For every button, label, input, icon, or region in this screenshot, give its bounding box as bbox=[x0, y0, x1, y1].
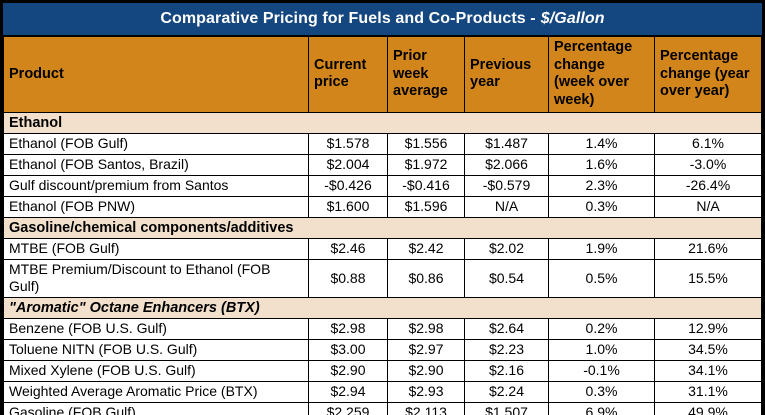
value-cell: $2.90 bbox=[308, 359, 388, 382]
value-cell: 34.5% bbox=[654, 338, 762, 361]
column-header-percentage-change-week-over-week: Percentage change (week over week) bbox=[548, 36, 655, 113]
product-cell: Gasoline (FOB Gulf) bbox=[3, 401, 309, 415]
value-cell: $2.98 bbox=[308, 317, 388, 340]
column-header-previous-year: Previous year bbox=[464, 36, 549, 113]
table-row-benzene-fob-u-s-gulf: Benzene (FOB U.S. Gulf) $2.98 $2.98 $2.64 0.… bbox=[3, 317, 762, 340]
value-cell: 21.6% bbox=[654, 237, 762, 260]
table-row-gasoline-fob-gulf: Gasoline (FOB Gulf) $2.259 $2.113 $1.507 6.9… bbox=[3, 401, 762, 415]
value-cell: 0.3% bbox=[548, 195, 655, 218]
value-cell: $1.972 bbox=[387, 153, 465, 176]
product-cell: Ethanol (FOB PNW) bbox=[3, 195, 309, 218]
value-cell: $0.88 bbox=[308, 258, 388, 298]
value-cell: $1.487 bbox=[464, 132, 549, 155]
section-row-ethanol: Ethanol bbox=[3, 111, 762, 134]
value-cell: 1.0% bbox=[548, 338, 655, 361]
table-row-toluene-nitn-fob-u-s-gulf: Toluene NITN (FOB U.S. Gulf) $3.00 $2.97 $2… bbox=[3, 338, 762, 361]
value-cell: $2.066 bbox=[464, 153, 549, 176]
value-cell: $2.259 bbox=[308, 401, 388, 415]
section-header-label: Ethanol bbox=[3, 111, 762, 134]
value-cell: $1.578 bbox=[308, 132, 388, 155]
table-row-mixed-xylene-fob-u-s-gulf: Mixed Xylene (FOB U.S. Gulf) $2.90 $2.90 $2… bbox=[3, 359, 762, 382]
value-cell: 31.1% bbox=[654, 380, 762, 403]
value-cell: $2.64 bbox=[464, 317, 549, 340]
value-cell: 0.2% bbox=[548, 317, 655, 340]
value-cell: $2.94 bbox=[308, 380, 388, 403]
value-cell: $2.93 bbox=[387, 380, 465, 403]
value-cell: $2.23 bbox=[464, 338, 549, 361]
value-cell: 0.5% bbox=[548, 258, 655, 298]
value-cell: $0.54 bbox=[464, 258, 549, 298]
value-cell: 34.1% bbox=[654, 359, 762, 382]
product-cell: Weighted Average Aromatic Price (BTX) bbox=[3, 380, 309, 403]
value-cell: $2.46 bbox=[308, 237, 388, 260]
section-row-aromatic-octane-enhancers-btx: "Aromatic" Octane Enhancers (BTX) bbox=[3, 296, 762, 319]
value-cell: 1.4% bbox=[548, 132, 655, 155]
value-cell: -$0.416 bbox=[387, 174, 465, 197]
value-cell: $2.42 bbox=[387, 237, 465, 260]
table-title-unit: $/Gallon bbox=[540, 10, 605, 27]
product-cell: Mixed Xylene (FOB U.S. Gulf) bbox=[3, 359, 309, 382]
table-row-weighted-average-aromatic-price-btx: Weighted Average Aromatic Price (BTX) $2.… bbox=[3, 380, 762, 403]
value-cell: $2.02 bbox=[464, 237, 549, 260]
product-cell: Ethanol (FOB Santos, Brazil) bbox=[3, 153, 309, 176]
column-header-prior-week-average: Prior week average bbox=[387, 36, 465, 113]
column-header-product: Product bbox=[3, 36, 309, 113]
column-header-current-price: Current price bbox=[308, 36, 388, 113]
table-row-gulf-discount-premium-from-santos: Gulf discount/premium from Santos -$0.426… bbox=[3, 174, 762, 197]
value-cell: $0.86 bbox=[387, 258, 465, 298]
value-cell: $2.24 bbox=[464, 380, 549, 403]
value-cell: $1.596 bbox=[387, 195, 465, 218]
value-cell: $2.98 bbox=[387, 317, 465, 340]
value-cell: $3.00 bbox=[308, 338, 388, 361]
section-header-label: Gasoline/chemical components/additives bbox=[3, 216, 762, 239]
product-cell: Toluene NITN (FOB U.S. Gulf) bbox=[3, 338, 309, 361]
section-row-gasoline-chemical-components-additives: Gasoline/chemical components/additives bbox=[3, 216, 762, 239]
value-cell: N/A bbox=[464, 195, 549, 218]
table-title-bar: Comparative Pricing for Fuels and Co-Pro… bbox=[3, 3, 762, 36]
table-row-mtbe-premium-discount-to-ethanol-fob-gulf: MTBE Premium/Discount to Ethanol (FOB Gu… bbox=[3, 258, 762, 298]
value-cell: 0.3% bbox=[548, 380, 655, 403]
value-cell: $1.507 bbox=[464, 401, 549, 415]
section-header-label: "Aromatic" Octane Enhancers (BTX) bbox=[3, 296, 762, 319]
value-cell: 1.9% bbox=[548, 237, 655, 260]
value-cell: $2.113 bbox=[387, 401, 465, 415]
value-cell: 6.9% bbox=[548, 401, 655, 415]
pricing-grid: Product Current price Prior week average Pr… bbox=[3, 36, 762, 415]
product-cell: Benzene (FOB U.S. Gulf) bbox=[3, 317, 309, 340]
product-cell: MTBE Premium/Discount to Ethanol (FOB Gu… bbox=[3, 258, 309, 298]
value-cell: $2.90 bbox=[387, 359, 465, 382]
value-cell: -$0.426 bbox=[308, 174, 388, 197]
value-cell: -26.4% bbox=[654, 174, 762, 197]
value-cell: -0.1% bbox=[548, 359, 655, 382]
value-cell: $1.556 bbox=[387, 132, 465, 155]
value-cell: -3.0% bbox=[654, 153, 762, 176]
product-cell: Gulf discount/premium from Santos bbox=[3, 174, 309, 197]
table-row-mtbe-fob-gulf: MTBE (FOB Gulf) $2.46 $2.42 $2.02 1.9% 21.6% bbox=[3, 237, 762, 260]
table-row-ethanol-fob-gulf: Ethanol (FOB Gulf) $1.578 $1.556 $1.487 1.4%… bbox=[3, 132, 762, 155]
table-title: Comparative Pricing for Fuels and Co-Pro… bbox=[160, 10, 536, 27]
header-row: Product Current price Prior week average Pr… bbox=[3, 36, 762, 113]
grid-body: Ethanol Ethanol (FOB Gulf) $1.578 $1.556 $1.… bbox=[3, 111, 762, 415]
value-cell: $2.004 bbox=[308, 153, 388, 176]
value-cell: 49.9% bbox=[654, 401, 762, 415]
product-cell: Ethanol (FOB Gulf) bbox=[3, 132, 309, 155]
column-header-percentage-change-year-over-year: Percentage change (year over year) bbox=[654, 36, 762, 113]
value-cell: 6.1% bbox=[654, 132, 762, 155]
table-row-ethanol-fob-pnw: Ethanol (FOB PNW) $1.600 $1.596 N/A 0.3% N/A bbox=[3, 195, 762, 218]
product-cell: MTBE (FOB Gulf) bbox=[3, 237, 309, 260]
value-cell: 12.9% bbox=[654, 317, 762, 340]
value-cell: 1.6% bbox=[548, 153, 655, 176]
value-cell: $2.97 bbox=[387, 338, 465, 361]
value-cell: $1.600 bbox=[308, 195, 388, 218]
value-cell: N/A bbox=[654, 195, 762, 218]
grid-header: Product Current price Prior week average Pr… bbox=[3, 36, 762, 113]
value-cell: 2.3% bbox=[548, 174, 655, 197]
table-row-ethanol-fob-santos-brazil: Ethanol (FOB Santos, Brazil) $2.004 $1.972… bbox=[3, 153, 762, 176]
value-cell: $2.16 bbox=[464, 359, 549, 382]
value-cell: 15.5% bbox=[654, 258, 762, 298]
value-cell: -$0.579 bbox=[464, 174, 549, 197]
